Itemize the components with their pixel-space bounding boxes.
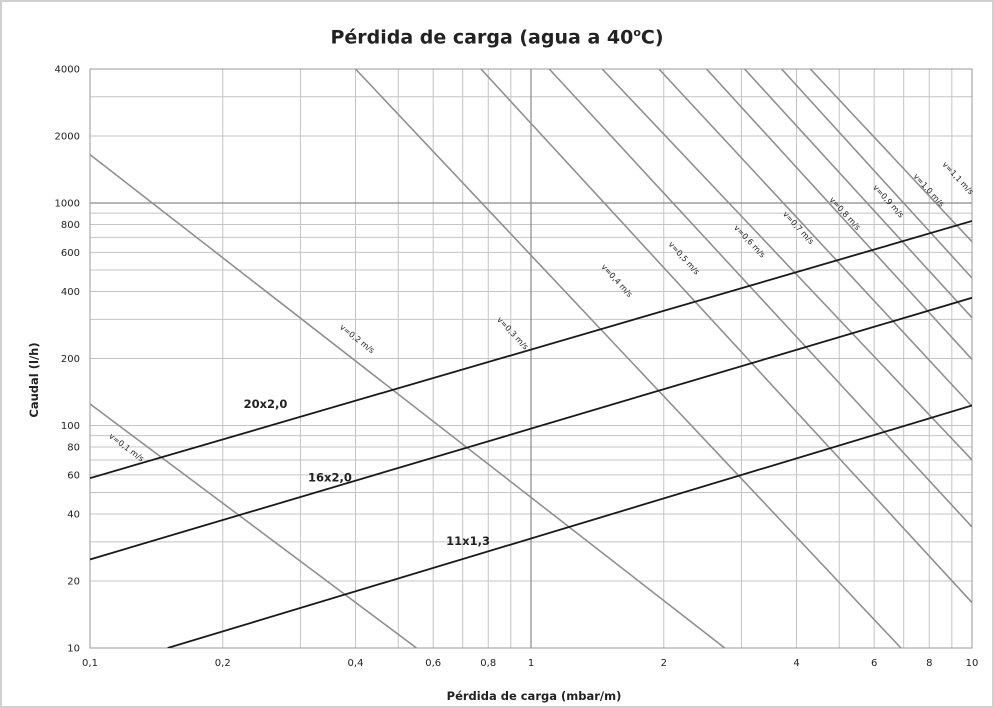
pipe-label-3: 11x1,3 bbox=[446, 534, 490, 548]
grid-layer bbox=[89, 68, 973, 649]
velocity-label-7: v=0,7 m/s bbox=[781, 210, 816, 246]
y-tick-label: 80 bbox=[67, 443, 80, 454]
y-tick-label: 200 bbox=[61, 354, 80, 365]
chart-title: Pérdida de carga (agua a 40oC) bbox=[0, 26, 994, 48]
velocity-label-11: v=1,1 m/s bbox=[940, 160, 975, 196]
velocity-line-4 bbox=[480, 69, 972, 604]
velocity-line-7 bbox=[658, 69, 972, 407]
pipe-label-2: 16x2,0 bbox=[308, 471, 352, 485]
y-tick-labels: 10 20 40 60 80 100 200 400 600 800 1000 2000 4000 bbox=[55, 65, 80, 655]
y-tick-label: 2000 bbox=[55, 131, 80, 142]
pipe-series-layer: 20x2,0 16x2,0 11x1,3 bbox=[90, 220, 972, 648]
x-axis-label: Pérdida de carga (mbar/m) bbox=[447, 689, 622, 703]
pipe-line-1 bbox=[90, 220, 972, 479]
x-tick-label: 0,1 bbox=[82, 658, 98, 669]
y-tick-label: 400 bbox=[61, 287, 80, 298]
chart-title-degree: o bbox=[633, 26, 641, 39]
chart-title-unit: C) bbox=[640, 26, 664, 49]
velocity-line-2 bbox=[90, 153, 726, 648]
x-tick-label: 6 bbox=[871, 658, 877, 669]
velocity-label-6: v=0,6 m/s bbox=[732, 223, 767, 259]
y-tick-label: 100 bbox=[61, 421, 80, 432]
x-tick-label: 0,6 bbox=[425, 658, 441, 669]
velocity-line-6 bbox=[601, 69, 972, 461]
y-axis-label: Caudal (l/h) bbox=[27, 342, 41, 417]
x-tick-label: 2 bbox=[661, 658, 667, 669]
x-tick-label: 0,4 bbox=[348, 658, 364, 669]
velocity-label-5: v=0,5 m/s bbox=[667, 240, 702, 276]
x-tick-label: 0,8 bbox=[480, 658, 496, 669]
velocity-label-2: v=0,2 m/s bbox=[338, 323, 376, 356]
x-tick-labels: 0,1 0,2 0,4 0,6 0,8 1 2 4 6 8 10 bbox=[82, 658, 978, 669]
y-tick-label: 60 bbox=[67, 470, 80, 481]
pipe-line-3 bbox=[167, 404, 972, 648]
x-tick-label: 0,2 bbox=[215, 658, 231, 669]
velocity-label-3: v=0,3 m/s bbox=[495, 315, 530, 351]
y-tick-label: 800 bbox=[61, 220, 80, 231]
y-tick-label: 1000 bbox=[55, 198, 80, 209]
pipe-label-1: 20x2,0 bbox=[244, 397, 288, 411]
velocity-label-8: v=0,8 m/s bbox=[828, 195, 863, 232]
velocity-line-9 bbox=[743, 69, 972, 319]
chart-title-text: Pérdida de carga (agua a 40 bbox=[330, 26, 634, 49]
y-tick-label: 40 bbox=[67, 510, 80, 521]
pipe-line-2 bbox=[90, 296, 972, 561]
velocity-line-5 bbox=[548, 69, 972, 528]
x-tick-label: 1 bbox=[528, 658, 534, 669]
velocity-label-4: v=0,4 m/s bbox=[599, 262, 634, 299]
y-tick-label: 20 bbox=[67, 577, 80, 588]
x-tick-label: 4 bbox=[793, 658, 799, 669]
x-tick-label: 8 bbox=[926, 658, 932, 669]
x-tick-label: 10 bbox=[966, 658, 979, 669]
y-tick-label: 10 bbox=[67, 644, 80, 655]
y-tick-label: 600 bbox=[61, 248, 80, 259]
velocity-line-3 bbox=[354, 69, 902, 648]
velocity-line-11 bbox=[809, 69, 972, 243]
y-tick-label: 4000 bbox=[55, 65, 80, 76]
velocity-line-1 bbox=[90, 403, 417, 648]
velocity-line-10 bbox=[780, 69, 972, 279]
